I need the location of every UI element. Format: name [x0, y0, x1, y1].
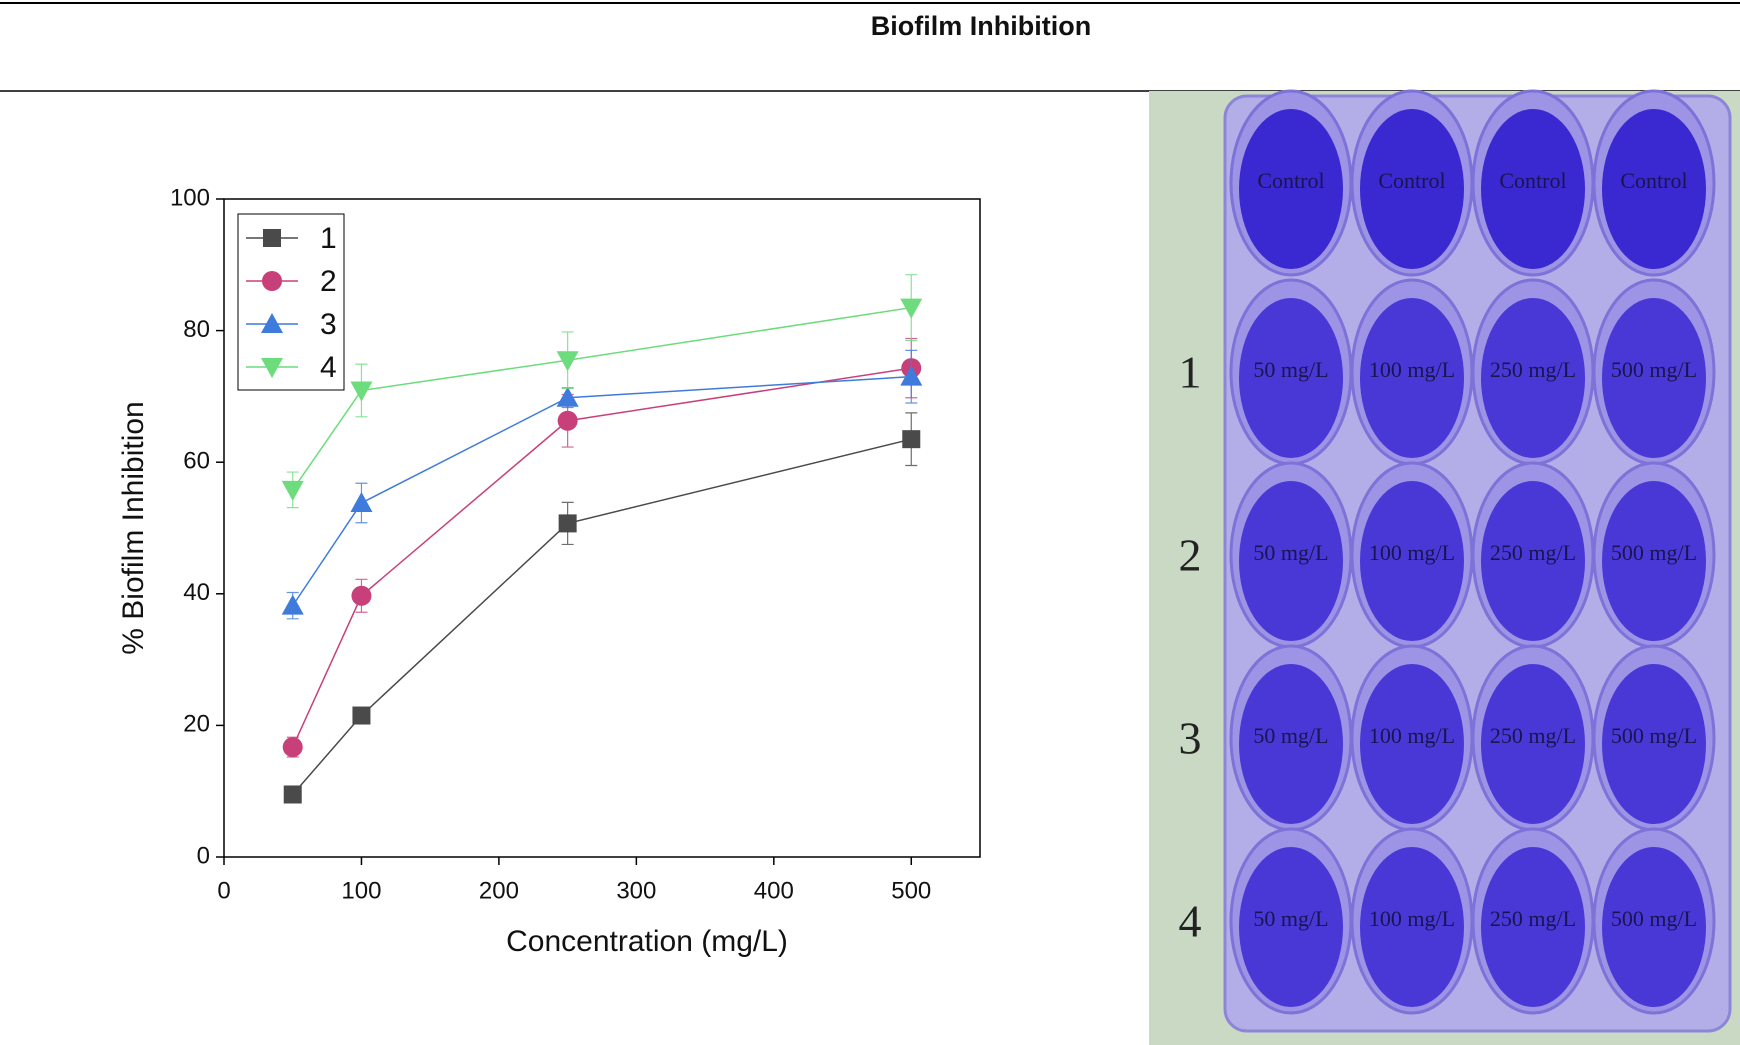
marker	[262, 271, 282, 291]
marker	[558, 514, 577, 533]
marker	[902, 430, 921, 449]
marker	[282, 737, 303, 758]
well	[1239, 298, 1343, 458]
series-line	[292, 438, 912, 795]
x-axis-label: Concentration (mg/L)	[506, 925, 788, 958]
row-label: 3	[1179, 713, 1202, 764]
plate-photo: Control Control Control Control 50 mg/L 100 m…	[1149, 89, 1740, 1045]
row-label: 2	[1179, 530, 1202, 581]
well-label: 500 mg/L	[1611, 540, 1697, 565]
well	[1360, 481, 1464, 641]
well-label: 50 mg/L	[1253, 906, 1328, 931]
marker	[281, 480, 304, 501]
y-tick-label: 20	[183, 711, 210, 738]
well-label: 100 mg/L	[1369, 540, 1455, 565]
well-label: Control	[1499, 168, 1566, 193]
well	[1602, 298, 1706, 458]
legend-label: 4	[320, 351, 337, 384]
marker	[351, 585, 372, 606]
marker	[261, 358, 283, 378]
well-label: Control	[1378, 168, 1445, 193]
legend-box	[237, 213, 345, 391]
row-label: 4	[1179, 896, 1202, 947]
well	[1360, 847, 1464, 1007]
well	[1481, 109, 1585, 269]
series-line	[292, 367, 912, 748]
well	[1239, 109, 1343, 269]
well-label: Control	[1257, 168, 1324, 193]
well-label: 500 mg/L	[1611, 357, 1697, 382]
well	[1602, 481, 1706, 641]
chart: 0 100 200 300 400 500 0 20 40 60 80 100 Concentratio…	[117, 184, 981, 958]
series-line	[292, 375, 912, 607]
marker	[281, 594, 304, 615]
x-tick-label: 500	[891, 877, 931, 904]
well-label: 50 mg/L	[1253, 357, 1328, 382]
plot-frame	[223, 198, 981, 858]
well	[1360, 109, 1464, 269]
marker	[557, 410, 578, 431]
well-label: 500 mg/L	[1611, 723, 1697, 748]
well	[1481, 847, 1585, 1007]
marker	[261, 313, 283, 333]
well-label: 50 mg/L	[1253, 540, 1328, 565]
well-label: 250 mg/L	[1490, 906, 1576, 931]
y-tick-label: 100	[170, 184, 210, 211]
x-tick-label: 100	[341, 877, 381, 904]
marker	[350, 381, 373, 402]
well-label: 100 mg/L	[1369, 723, 1455, 748]
header-title: Biofilm Inhibition	[871, 11, 1091, 41]
marker	[350, 491, 373, 512]
well	[1239, 664, 1343, 824]
x-tick-label: 0	[217, 877, 230, 904]
marker	[900, 365, 923, 386]
well-label: Control	[1620, 168, 1687, 193]
y-tick-label: 0	[197, 842, 210, 869]
well	[1360, 298, 1464, 458]
marker	[263, 229, 281, 247]
legend-label: 2	[320, 265, 337, 298]
well-label: 50 mg/L	[1253, 723, 1328, 748]
marker	[556, 351, 579, 372]
legend-label: 3	[320, 308, 337, 341]
well	[1602, 664, 1706, 824]
y-tick-label: 80	[183, 316, 210, 343]
well-label: 250 mg/L	[1490, 723, 1576, 748]
well-label: 250 mg/L	[1490, 357, 1576, 382]
well	[1481, 481, 1585, 641]
y-tick-label: 60	[183, 448, 210, 475]
y-tick-label: 40	[183, 579, 210, 606]
marker	[352, 706, 371, 725]
well-label: 100 mg/L	[1369, 906, 1455, 931]
well	[1481, 664, 1585, 824]
well	[1602, 109, 1706, 269]
x-tick-label: 300	[616, 877, 656, 904]
marker	[556, 386, 579, 407]
marker	[900, 298, 923, 319]
well	[1360, 664, 1464, 824]
well	[1239, 481, 1343, 641]
series-line	[292, 306, 912, 491]
x-tick-label: 200	[479, 877, 519, 904]
well-label: 250 mg/L	[1490, 540, 1576, 565]
well-label: 100 mg/L	[1369, 357, 1455, 382]
row-label: 1	[1179, 347, 1202, 398]
x-tick-label: 400	[754, 877, 794, 904]
well	[1602, 847, 1706, 1007]
y-axis-label: % Biofilm Inhibition	[117, 401, 150, 654]
well-label: 500 mg/L	[1611, 906, 1697, 931]
well	[1239, 847, 1343, 1007]
well	[1481, 298, 1585, 458]
marker	[283, 785, 302, 804]
legend-label: 1	[320, 222, 337, 255]
